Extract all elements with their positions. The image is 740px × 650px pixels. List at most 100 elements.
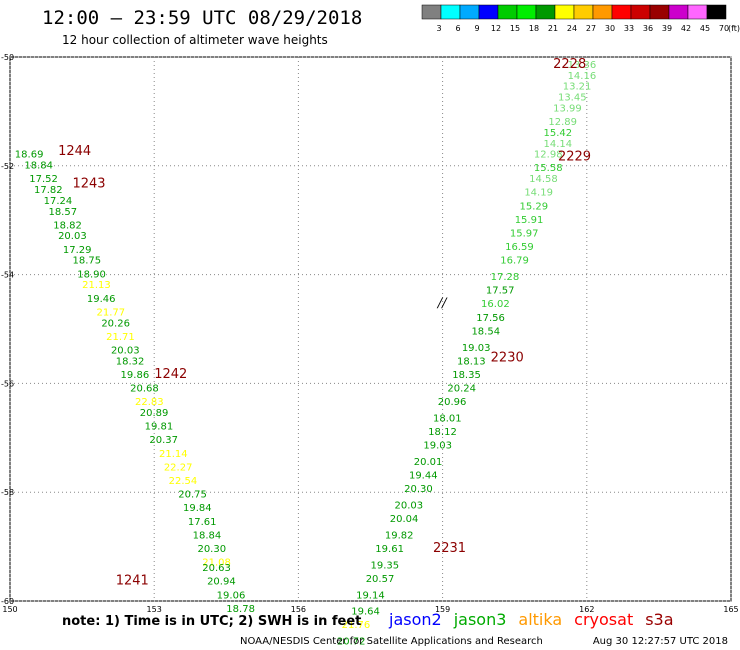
legend-cryosat: cryosat bbox=[574, 610, 633, 629]
wave-height-label: 17.82 bbox=[34, 185, 63, 196]
wave-height-label: 19.82 bbox=[385, 530, 414, 541]
wave-height-label: 17.56 bbox=[476, 313, 505, 324]
wave-height-label: 16.02 bbox=[481, 299, 510, 310]
colorbar-swatch bbox=[706, 4, 727, 20]
wave-height-label: 19.46 bbox=[87, 294, 116, 305]
colorbar-swatch bbox=[649, 4, 670, 20]
wave-height-label: 21.76 bbox=[342, 620, 371, 631]
wave-height-label: 18.69 bbox=[15, 150, 44, 161]
colorbar-label: 30 bbox=[605, 24, 615, 33]
wave-height-label: 18.12 bbox=[428, 427, 457, 438]
chart-subtitle: 12 hour collection of altimeter wave hei… bbox=[62, 33, 328, 47]
colorbar-swatch bbox=[478, 4, 499, 20]
wave-height-label: 20.24 bbox=[447, 384, 476, 395]
x-tick-label: 159 bbox=[435, 605, 450, 614]
wave-height-label: 17.57 bbox=[486, 286, 515, 297]
colorbar-label: 12 bbox=[491, 24, 501, 33]
timestamp-text: Aug 30 12:27:57 UTC 2018 bbox=[593, 636, 728, 647]
wave-height-label: 20.01 bbox=[414, 457, 443, 468]
wave-height-label: 19.61 bbox=[375, 544, 404, 555]
colorbar-swatch bbox=[497, 4, 518, 20]
colorbar-swatch bbox=[630, 4, 651, 20]
colorbar-label: 27 bbox=[586, 24, 596, 33]
legend-s3a: s3a bbox=[645, 610, 673, 629]
pass-time-label: 1244 bbox=[58, 144, 91, 159]
legend-jason3: jason3 bbox=[453, 610, 507, 629]
wave-height-label: 13.36 bbox=[568, 60, 597, 71]
wave-height-label: 13.21 bbox=[563, 82, 592, 93]
wave-height-label: 19.06 bbox=[217, 590, 246, 601]
wave-height-label: 21.13 bbox=[82, 280, 111, 291]
wave-height-label: 19.86 bbox=[121, 370, 150, 381]
colorbar-label: 36 bbox=[643, 24, 653, 33]
wave-height-label: 18.57 bbox=[48, 207, 77, 218]
wave-height-label: 20.72 bbox=[337, 637, 366, 648]
wave-height-label: 20.26 bbox=[101, 318, 130, 329]
wave-height-label: 15.29 bbox=[520, 201, 549, 212]
colorbar-label: 18 bbox=[529, 24, 539, 33]
pass-time-label: 2230 bbox=[491, 351, 524, 366]
colorbar-label: 15 bbox=[510, 24, 520, 33]
wave-height-label: 15.58 bbox=[534, 163, 563, 174]
pass-time-label: 1241 bbox=[116, 574, 149, 589]
colorbar-label: 39 bbox=[662, 24, 672, 33]
wave-height-label: 20.68 bbox=[130, 384, 159, 395]
wave-height-label: 18.90 bbox=[77, 269, 106, 280]
annotation-mark: // bbox=[436, 296, 448, 311]
wave-height-label: 18.84 bbox=[24, 161, 53, 172]
chart-title: 12:00 – 23:59 UTC 08/29/2018 bbox=[42, 7, 363, 29]
wave-height-label: 17.61 bbox=[188, 517, 217, 528]
x-tick-label: 156 bbox=[291, 605, 306, 614]
y-tick-label: -54 bbox=[1, 271, 14, 280]
wave-height-label: 18.32 bbox=[116, 356, 145, 367]
wave-height-label: 18.13 bbox=[457, 356, 486, 367]
wave-height-label: 18.01 bbox=[433, 413, 462, 424]
colorbar-label: (ft) bbox=[728, 24, 740, 33]
wave-height-label: 19.14 bbox=[356, 590, 385, 601]
wave-height-label: 20.63 bbox=[202, 563, 231, 574]
y-tick-label: -50 bbox=[1, 53, 14, 62]
x-tick-label: 162 bbox=[579, 605, 594, 614]
wave-height-label: 20.03 bbox=[58, 231, 87, 242]
colorbar-swatch bbox=[554, 4, 575, 20]
footer-note: note: 1) Time is in UTC; 2) SWH is in fe… bbox=[62, 614, 361, 629]
colorbar-swatch bbox=[573, 4, 594, 20]
credit-text: NOAA/NESDIS Center for Satellite Applica… bbox=[240, 636, 543, 647]
colorbar-swatch bbox=[592, 4, 613, 20]
wave-height-label: 15.42 bbox=[544, 128, 573, 139]
wave-height-label: 12.89 bbox=[548, 117, 577, 128]
wave-height-label: 18.78 bbox=[226, 604, 255, 615]
colorbar-swatch bbox=[459, 4, 480, 20]
wave-height-label: 19.84 bbox=[183, 503, 212, 514]
wave-height-label: 13.99 bbox=[553, 103, 582, 114]
wave-height-label: 19.03 bbox=[462, 343, 491, 354]
wave-height-label: 19.35 bbox=[371, 560, 400, 571]
wave-height-label: 18.35 bbox=[452, 370, 481, 381]
wave-height-label: 14.19 bbox=[524, 188, 553, 199]
pass-time-label: 1243 bbox=[72, 177, 105, 192]
colorbar-label: 33 bbox=[624, 24, 634, 33]
colorbar-label: 24 bbox=[567, 24, 577, 33]
wave-height-label: 20.57 bbox=[366, 574, 395, 585]
wave-height-label: 17.52 bbox=[29, 174, 58, 185]
legend-altika: altika bbox=[518, 610, 562, 629]
colorbar-swatch bbox=[440, 4, 461, 20]
wave-height-label: 22.27 bbox=[164, 462, 193, 473]
wave-height-label: 21.77 bbox=[97, 307, 126, 318]
wave-height-label: 14.58 bbox=[529, 174, 558, 185]
colorbar-swatch bbox=[516, 4, 537, 20]
colorbar-label: 42 bbox=[681, 24, 691, 33]
y-tick-label: -58 bbox=[1, 488, 14, 497]
colorbar-label: 6 bbox=[455, 24, 460, 33]
wave-height-label: 19.64 bbox=[351, 607, 380, 618]
wave-height-label: 21.71 bbox=[106, 332, 135, 343]
x-tick-label: 165 bbox=[723, 605, 738, 614]
wave-height-label: 20.30 bbox=[404, 484, 433, 495]
colorbar-swatch bbox=[611, 4, 632, 20]
wave-height-label: 14.14 bbox=[544, 139, 573, 150]
wave-height-label: 13.45 bbox=[558, 93, 587, 104]
wave-height-label: 18.82 bbox=[53, 220, 82, 231]
colorbar-swatch bbox=[535, 4, 556, 20]
y-tick-label: -60 bbox=[1, 597, 14, 606]
y-tick-label: -56 bbox=[1, 379, 14, 388]
